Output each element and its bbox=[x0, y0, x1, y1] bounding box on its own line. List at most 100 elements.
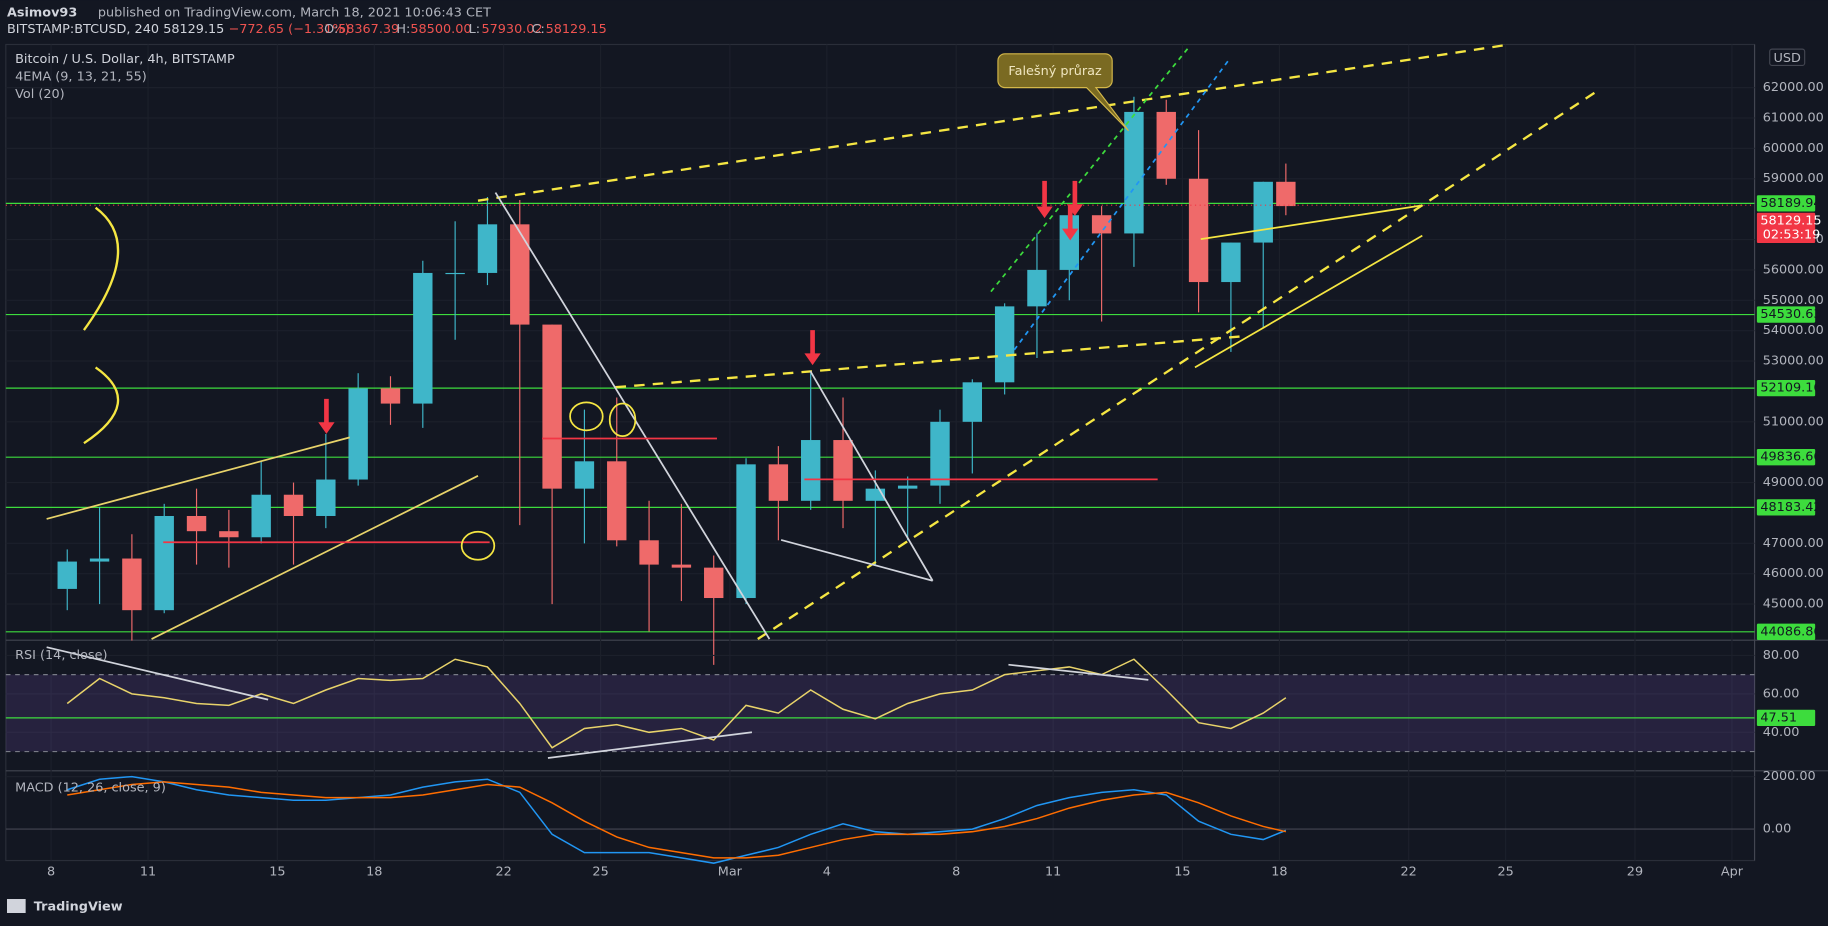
trend-line bbox=[46, 436, 350, 520]
y-tick-label: 59000.00 bbox=[1763, 171, 1824, 186]
legend-title: Bitcoin / U.S. Dollar, 4h, BITSTAMP bbox=[15, 52, 235, 67]
y-tick-label: 46000.00 bbox=[1763, 566, 1824, 581]
candle-body bbox=[542, 324, 562, 489]
level-label-box bbox=[1756, 709, 1816, 727]
arrow bbox=[1062, 205, 1079, 241]
arrow bbox=[804, 330, 821, 366]
candle-body bbox=[219, 531, 239, 538]
low-label: L: bbox=[469, 22, 480, 37]
y-tick-label: 60000.00 bbox=[1763, 141, 1824, 156]
level-label-box bbox=[1756, 623, 1816, 641]
candle-body bbox=[800, 440, 821, 501]
candle-body bbox=[639, 540, 659, 565]
candle-body bbox=[1091, 215, 1112, 234]
x-tick-label: 18 bbox=[366, 865, 382, 880]
candle-body bbox=[1188, 178, 1209, 283]
close-label: C: bbox=[532, 22, 545, 37]
level-label-box bbox=[1756, 195, 1816, 212]
x-tick-label: Apr bbox=[1721, 865, 1744, 880]
macd-title: MACD (12, 26, close, 9) bbox=[15, 781, 166, 796]
candle-body bbox=[962, 382, 983, 422]
level-label: 52109.16 bbox=[1760, 381, 1821, 396]
indicator-line bbox=[67, 781, 1287, 859]
candle-body bbox=[316, 479, 336, 516]
indicator-line bbox=[66, 658, 1287, 749]
close: 58129.15 bbox=[546, 22, 607, 37]
y-tick-label: 47000.00 bbox=[1763, 536, 1824, 551]
candle-body bbox=[1253, 181, 1273, 243]
level-label: 49836.66 bbox=[1760, 450, 1821, 465]
footer-logo: TradingView bbox=[34, 900, 123, 915]
x-tick-label: Mar bbox=[718, 865, 743, 880]
published: published on TradingView.com, March 18, … bbox=[98, 5, 491, 20]
rsi-title: RSI (14, close) bbox=[15, 648, 107, 663]
y-tick-label: 51000.00 bbox=[1763, 414, 1824, 429]
candle-body bbox=[251, 494, 271, 538]
x-tick-label: 15 bbox=[269, 865, 285, 880]
channel-line bbox=[990, 46, 1190, 293]
candle-body bbox=[122, 558, 142, 611]
indicator-line bbox=[67, 775, 1287, 864]
candle-body bbox=[1221, 242, 1241, 283]
high-label: H: bbox=[396, 22, 410, 37]
rsi-trend-line bbox=[547, 731, 753, 759]
y-tick-label: 61000.00 bbox=[1763, 110, 1824, 125]
last-price-label: 58129.15 bbox=[1760, 213, 1821, 228]
level-label-box bbox=[1756, 379, 1816, 397]
header-price: 58129.15 bbox=[163, 22, 224, 37]
level-label: 44086.86 bbox=[1760, 624, 1821, 639]
author: Asimov93 bbox=[7, 5, 77, 20]
candle-body bbox=[607, 461, 627, 541]
candle-body bbox=[477, 224, 498, 273]
trend-line bbox=[780, 539, 933, 582]
trend-line bbox=[151, 475, 479, 640]
trend-line bbox=[615, 334, 1248, 389]
x-tick-label: 22 bbox=[1401, 865, 1417, 880]
candle-body bbox=[283, 494, 304, 516]
highlight-arc bbox=[82, 206, 120, 331]
x-tick-label: 8 bbox=[47, 865, 55, 880]
y-tick-label: 53000.00 bbox=[1763, 354, 1824, 369]
candle-body bbox=[186, 515, 207, 532]
y-tick-label: 80.00 bbox=[1763, 648, 1800, 663]
y-tick-label: 55000.00 bbox=[1763, 293, 1824, 308]
x-tick-label: 11 bbox=[1045, 865, 1061, 880]
candle-body bbox=[930, 421, 950, 486]
header-change: −772.65 (−1.31%) bbox=[229, 22, 350, 37]
candle-body bbox=[89, 558, 110, 562]
x-tick-label: 8 bbox=[952, 865, 960, 880]
level-label-box bbox=[1756, 306, 1816, 323]
x-tick-label: 18 bbox=[1271, 865, 1287, 880]
symbol: BITSTAMP:BTCUSD, 240 bbox=[7, 22, 159, 37]
last-price-label-box bbox=[1756, 212, 1816, 244]
candle-body bbox=[897, 485, 918, 489]
rsi-band bbox=[5, 674, 1755, 752]
y-tick-label: 2000.00 bbox=[1763, 769, 1816, 784]
marks: 62000.0061000.0060000.0059000.0057000.00… bbox=[5, 44, 1824, 880]
callout-bubble bbox=[997, 53, 1129, 132]
candle-body bbox=[510, 224, 530, 325]
x-tick-label: 25 bbox=[1498, 865, 1514, 880]
candle-body bbox=[768, 464, 789, 501]
candle-body bbox=[57, 561, 77, 589]
x-tick-label: 25 bbox=[592, 865, 608, 880]
highlight-circle bbox=[608, 402, 637, 438]
level-label-box bbox=[1756, 448, 1816, 466]
currency: USD bbox=[1774, 51, 1802, 66]
logo-icon bbox=[6, 899, 26, 914]
highlight-circle bbox=[460, 530, 496, 561]
x-tick-label: 15 bbox=[1174, 865, 1190, 880]
y-tick-label: 62000.00 bbox=[1763, 80, 1824, 95]
arrow bbox=[318, 398, 335, 434]
legend-volume: Vol (20) bbox=[15, 87, 65, 102]
candle-body bbox=[736, 464, 756, 599]
currency-box bbox=[1769, 48, 1806, 67]
channel-line bbox=[1013, 57, 1231, 351]
y-tick-label: 40.00 bbox=[1763, 725, 1800, 740]
y-tick-label: 45000.00 bbox=[1763, 597, 1824, 612]
drawings bbox=[46, 43, 1598, 759]
candle-body bbox=[445, 272, 465, 275]
